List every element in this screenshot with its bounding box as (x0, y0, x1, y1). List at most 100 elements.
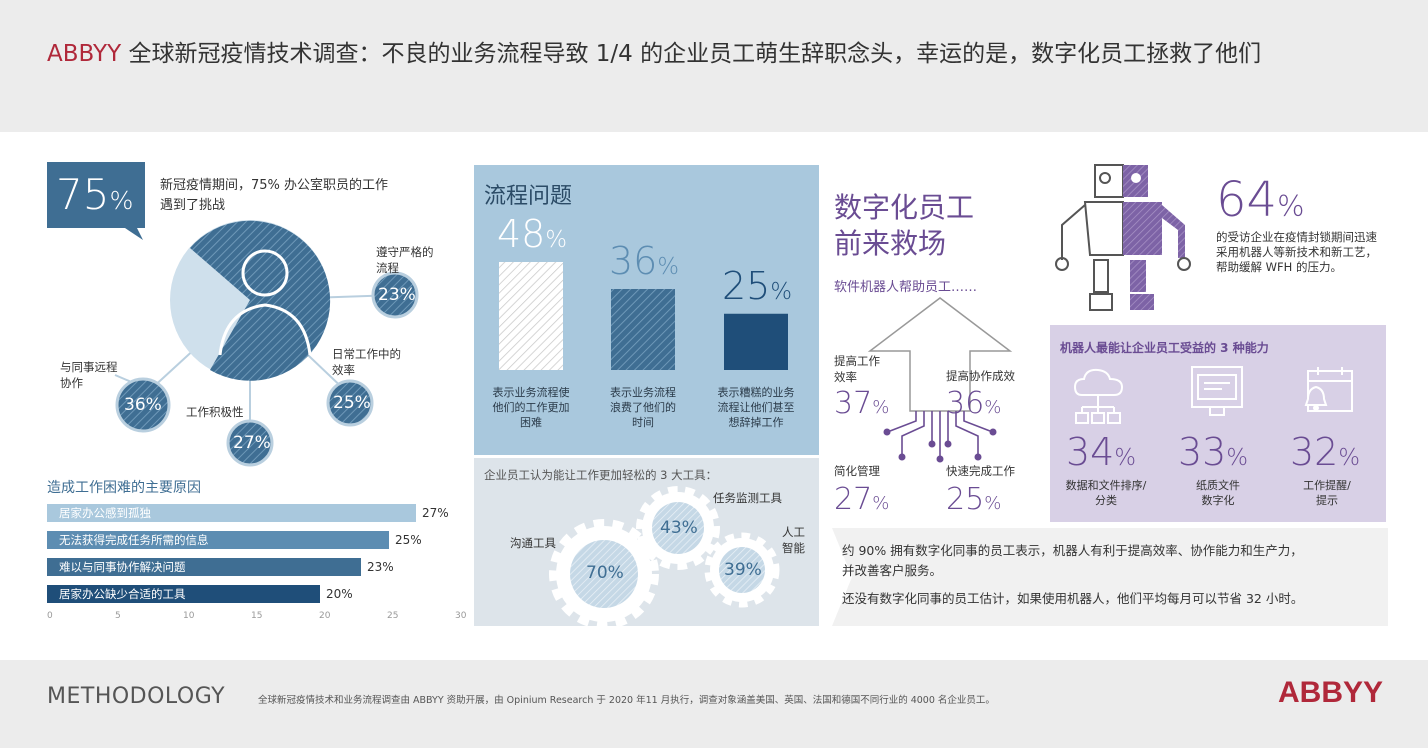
robots-text-line3: 帮助缓解 WFH 的压力。 (1216, 260, 1342, 274)
stat-label-3: 简化管理 (834, 464, 880, 478)
stat-2-num: 36 (946, 386, 985, 421)
reason-bar-value: 25% (395, 533, 422, 547)
factor-label-2: 日常工作中的 效率 (332, 346, 401, 378)
process-bar (724, 313, 788, 370)
ability-value-1: 34% (1066, 430, 1136, 474)
digital-subtitle: 软件机器人帮助员工…… (834, 280, 978, 295)
ability-1-sign: % (1114, 445, 1137, 471)
stat-label-2: 提高协作成效 (946, 369, 1015, 383)
ability-3-sign: % (1338, 445, 1361, 471)
gears-graphic (549, 486, 780, 626)
document-screen-icon (1191, 366, 1243, 416)
methodology-text: 全球新冠疫情技术和业务流程调查由 ABBYY 资助开展，由 Opinium Re… (258, 695, 995, 706)
factor-value-4: 36% (124, 395, 162, 415)
robots-text-line2: 采用机器人等新技术和新工艺， (1216, 245, 1377, 259)
challenge-pct-sign: % (109, 186, 134, 215)
summary-text: 约 90% 拥有数字化同事的员工表示，机器人有利于提高效率、协作能力和生产力， … (842, 541, 1303, 609)
gear-icon-right (704, 532, 780, 608)
challenge-pct-number: 75 (56, 170, 110, 219)
process-title: 流程问题 (484, 184, 573, 209)
methodology-heading: METHODOLOGY (47, 684, 226, 709)
process-desc-line: 表示糟糕的业务 (717, 386, 795, 399)
factor-4-line1: 与同事远程 (60, 360, 118, 374)
reason-axis-tick: 25 (387, 611, 399, 621)
robot-icon (1055, 164, 1191, 311)
digital-title-line1: 数字化员工 (834, 191, 975, 224)
gear-icon-top (636, 486, 720, 570)
tools-title: 企业员工认为能让工作更加轻松的 3 大工具： (484, 468, 718, 482)
tool-label-3: 人工 智能 (782, 524, 805, 556)
arrow-circuit-graphic (867, 297, 1013, 463)
factor-4-line2: 协作 (60, 376, 83, 390)
factor-1-line2: 流程 (376, 261, 399, 275)
ability-3-line1: 工作提醒/ (1303, 479, 1351, 492)
ability-label-3: 工作提醒/提示 (1294, 478, 1360, 508)
header-band (0, 0, 1428, 132)
factor-label-3: 工作积极性 (186, 405, 244, 419)
reason-bar-label: 居家办公感到孤独 (59, 506, 151, 520)
ability-label-1: 数据和文件排序/分类 (1062, 478, 1150, 508)
factor-2-line1: 日常工作中的 (332, 347, 401, 361)
process-desc-line: 困难 (520, 416, 542, 429)
reason-bar (47, 531, 389, 549)
process-bar-sign: % (770, 278, 793, 305)
reason-axis-tick: 10 (183, 611, 195, 621)
reason-axis-tick: 0 (47, 611, 53, 621)
stat-3-num: 27 (834, 482, 873, 517)
reason-axis-tick: 5 (115, 611, 121, 621)
digital-title-line2: 前来救场 (834, 227, 947, 260)
stat-2-sign: % (984, 397, 1002, 418)
factor-label-4: 与同事远程 协作 (60, 359, 118, 391)
ability-1-num: 34 (1066, 430, 1115, 474)
title-text: 全球新冠疫情技术调查：不良的业务流程导致 1/4 的企业员工萌生辞职念头，幸运的… (121, 41, 1262, 67)
tool-value-3: 39% (724, 560, 762, 580)
footer-band (0, 660, 1428, 748)
process-bar-sign: % (657, 254, 680, 280)
ability-2-line1: 纸质文件 (1196, 479, 1240, 492)
process-bar-desc: 表示业务流程 浪费了他们的 时间 (597, 385, 689, 430)
ability-value-2: 33% (1178, 430, 1248, 474)
robots-text-line1: 的受访企业在疫情封锁期间迅速 (1216, 230, 1377, 244)
abilities-icons (1073, 366, 1353, 424)
speech-bubble (47, 162, 145, 240)
ability-2-num: 33 (1178, 430, 1227, 474)
reason-bar (47, 585, 320, 603)
stat-label-4: 快速完成工作 (946, 464, 1015, 478)
factor-value-1: 23% (378, 285, 416, 305)
tool-value-1: 70% (586, 563, 624, 583)
process-bar-value: 36% (609, 239, 679, 283)
tool-label-1: 沟通工具 (510, 536, 556, 550)
process-desc-line: 流程让他们甚至 (717, 401, 795, 414)
process-bar-num: 36 (609, 239, 658, 283)
ability-3-line2: 提示 (1316, 494, 1338, 507)
ability-1-line2: 分类 (1095, 494, 1117, 507)
factor-1-line1: 遵守严格的 (376, 245, 434, 259)
factor-value-2: 25% (333, 393, 371, 413)
reason-bar-value: 23% (367, 560, 394, 574)
abbyy-logo: ABBYY (1278, 676, 1384, 709)
robots-text: 的受访企业在疫情封锁期间迅速 采用机器人等新技术和新工艺， 帮助缓解 WFH 的… (1216, 230, 1377, 275)
abilities-panel (1050, 325, 1386, 522)
calendar-bell-icon (1304, 367, 1353, 412)
tool-value-2: 43% (660, 518, 698, 538)
challenge-text: 新冠疫情期间，75% 办公室职员的工作 遇到了挑战 (160, 176, 388, 216)
reason-bar (47, 504, 416, 522)
stat-1-num: 37 (834, 386, 873, 421)
stat-value-3: 27% (834, 482, 889, 517)
factor-circle-1 (371, 271, 419, 319)
process-bar (499, 262, 563, 370)
summary-line2: 并改善客户服务。 (842, 563, 943, 578)
reasons-title: 造成工作困难的主要原因 (47, 480, 201, 496)
stat-1-line2: 效率 (834, 370, 857, 384)
stat-value-4: 25% (946, 482, 1001, 517)
process-bar-desc: 表示糟糕的业务 流程让他们甚至 想辞掉工作 (710, 385, 802, 430)
process-desc-line: 想辞掉工作 (728, 416, 784, 429)
process-bar-sign: % (545, 227, 568, 253)
factor-circle-3 (226, 419, 274, 467)
factor-2-line2: 效率 (332, 363, 355, 377)
summary-line3: 还没有数字化同事的员工估计，如果使用机器人，他们平均每月可以节省 32 小时。 (842, 591, 1304, 606)
reason-bar-label: 难以与同事协作解决问题 (59, 560, 186, 574)
process-desc-line: 表示业务流程 (610, 386, 676, 399)
reason-bar-label: 无法获得完成任务所需的信息 (59, 533, 209, 547)
stat-4-sign: % (984, 493, 1002, 514)
